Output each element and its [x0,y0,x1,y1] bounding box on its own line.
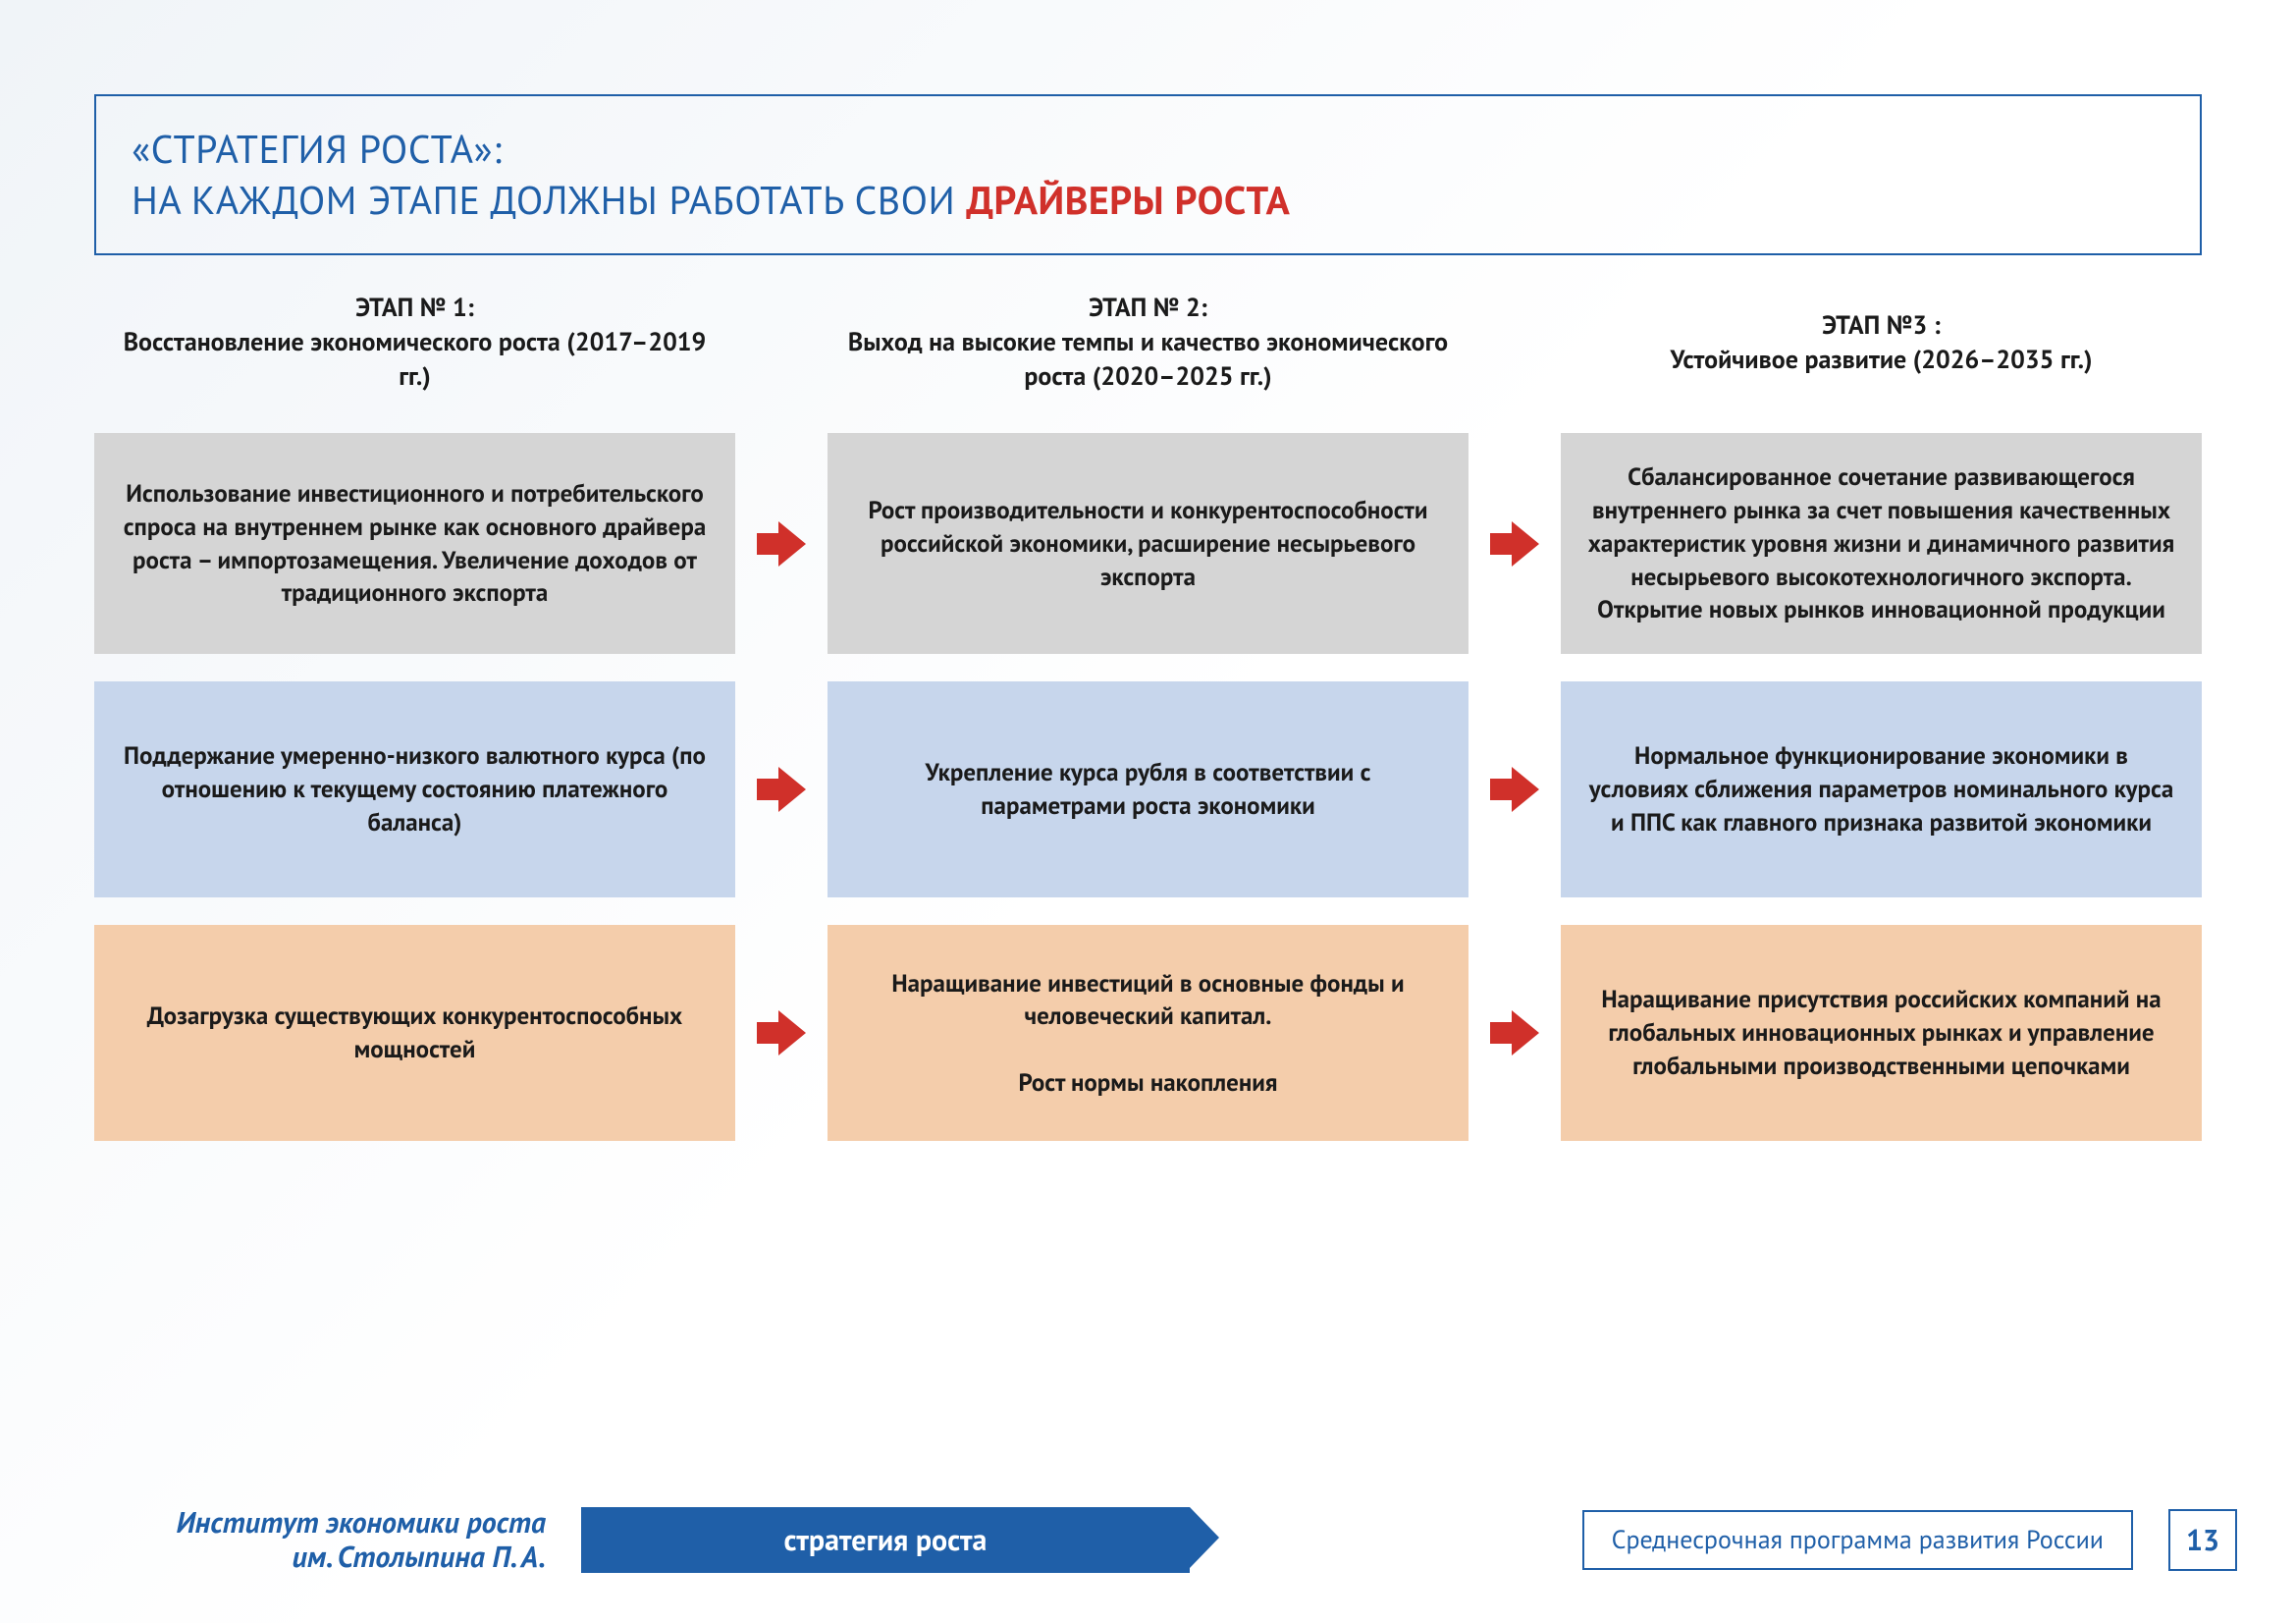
arrow-right-icon [747,925,816,1141]
arrow-right-icon [1480,433,1549,654]
footer-strategy-ribbon: стратегия роста [581,1507,1190,1573]
slide-page: «СТРАТЕГИЯ РОСТА»: НА КАЖДОМ ЭТАПЕ ДОЛЖН… [0,0,2296,1141]
stage-sub: Восстановление экономического роста (201… [112,325,718,394]
cell-r1c2: Рост производительности и конкурентоспос… [828,433,1468,654]
stage-label: ЭТАП №3 : [1822,308,1941,343]
cell-r2c2: Укрепление курса рубля в соответствии с … [828,681,1468,897]
footer-program-box: Среднесрочная программа развития России [1582,1510,2133,1570]
cell-r1c1: Использование инвестиционного и потребит… [94,433,735,654]
stage-label: ЭТАП № 1: [355,291,474,325]
stages-grid: ЭТАП № 1: Восстановление экономического … [94,287,2202,1141]
stage-header-3: ЭТАП №3 : Устойчивое развитие (2026–2035… [1561,287,2202,406]
stage-label: ЭТАП № 2: [1089,291,1207,325]
cell-r3c3: Наращивание присутствия российских компа… [1561,925,2202,1141]
footer-institute: Институт экономики роста им. Столыпина П… [94,1506,546,1574]
title-line1: «СТРАТЕГИЯ РОСТА»: [132,124,2164,175]
footer-institute-line2: им. Столыпина П. А. [94,1541,546,1575]
stage-sub: Выход на высокие темпы и качество эконом… [845,325,1451,394]
cell-r2c3: Нормальное функционирование экономики в … [1561,681,2202,897]
arrow-right-icon [1480,681,1549,897]
stage-header-2: ЭТАП № 2: Выход на высокие темпы и качес… [828,287,1468,406]
footer-institute-line1: Институт экономики роста [94,1506,546,1541]
cell-r2c1: Поддержание умеренно-низкого валютного к… [94,681,735,897]
title-box: «СТРАТЕГИЯ РОСТА»: НА КАЖДОМ ЭТАПЕ ДОЛЖН… [94,94,2202,255]
title-line2-accent: ДРАЙВЕРЫ РОСТА [966,175,1290,226]
cell-r3c1: Дозагрузка существующих конкурентоспособ… [94,925,735,1141]
title-line2-prefix: НА КАЖДОМ ЭТАПЕ ДОЛЖНЫ РАБОТАТЬ СВОИ [132,175,966,226]
arrow-right-icon [747,681,816,897]
arrow-right-icon [1480,925,1549,1141]
arrow-right-icon [747,433,816,654]
stage-header-1: ЭТАП № 1: Восстановление экономического … [94,287,735,406]
cell-r3c2: Наращивание инвестиций в основные фонды … [828,925,1468,1141]
cell-r1c3: Сбалансированное сочетание развивающегос… [1561,433,2202,654]
slide-footer: Институт экономики роста им. Столыпина П… [94,1506,2237,1574]
title-line2: НА КАЖДОМ ЭТАПЕ ДОЛЖНЫ РАБОТАТЬ СВОИ ДРА… [132,175,2164,226]
stage-sub: Устойчивое развитие (2026–2035 гг.) [1670,343,2092,377]
footer-page-number: 13 [2168,1509,2237,1571]
